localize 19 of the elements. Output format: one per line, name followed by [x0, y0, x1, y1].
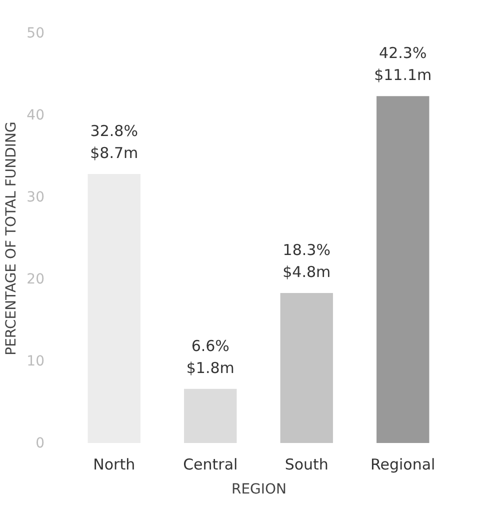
x-tick-label: South	[284, 456, 328, 474]
data-label: 6.6% $1.8m	[186, 336, 234, 377]
data-label: 32.8% $8.7m	[90, 122, 138, 162]
data-label: 42.3% $11.1m	[374, 44, 432, 84]
y-tick-label: 50	[26, 26, 44, 42]
bar	[184, 388, 237, 443]
y-tick-label: 0	[36, 436, 44, 452]
x-tick-label: Regional	[370, 456, 436, 474]
y-tick-label: 30	[26, 190, 44, 206]
x-tick-label: Central	[183, 456, 238, 474]
x-axis-title: REGION	[231, 482, 287, 498]
bar	[280, 292, 333, 443]
y-tick-label: 40	[26, 108, 44, 124]
y-tick-label: 10	[26, 354, 44, 370]
y-tick-label: 20	[26, 272, 44, 288]
x-tick-label: North	[93, 456, 136, 474]
y-axis-title: PERCENTAGE OF TOTAL FUNDING	[4, 122, 20, 356]
data-label: 18.3% $4.8m	[282, 240, 331, 281]
bar	[376, 96, 430, 443]
